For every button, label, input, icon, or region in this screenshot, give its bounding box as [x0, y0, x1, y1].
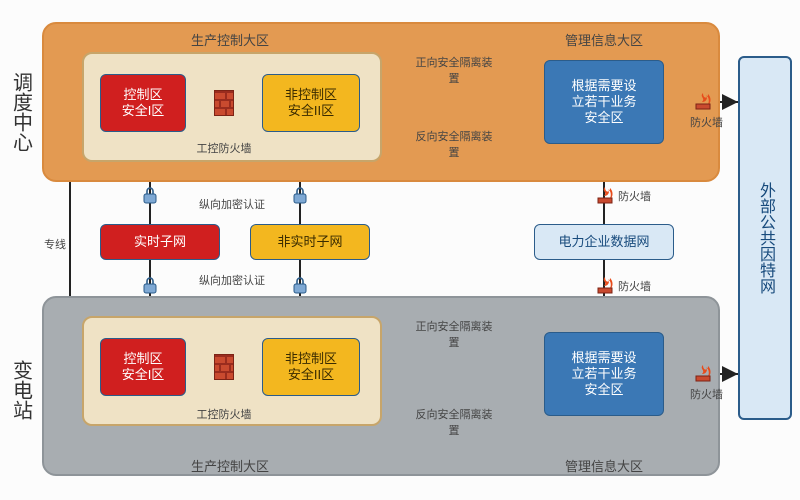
- bot-production-title: 生产控制大区: [191, 456, 269, 475]
- iso-rev-bot-label: 反向安全隔离装置: [414, 406, 494, 438]
- rt-net-label: 实时子网: [134, 234, 186, 250]
- dc-noncontrol-zone: 非控制区 安全II区: [262, 74, 360, 132]
- fw-r2-label: 防火墙: [618, 278, 651, 294]
- ent-net-label: 电力企业数据网: [558, 234, 649, 250]
- dc-mgmt-l3: 安全区: [584, 110, 623, 126]
- ss-control-l1: 控制区: [123, 351, 162, 367]
- firewall-brick-icon-top: [214, 90, 234, 116]
- iso-rev-top-label: 反向安全隔离装置: [414, 128, 494, 160]
- ss-noncontrol-zone: 非控制区 安全II区: [262, 338, 360, 396]
- ss-mgmt-l3: 安全区: [584, 382, 623, 398]
- realtime-subnet: 实时子网: [100, 224, 220, 260]
- public-internet: 外部公共因特网: [738, 56, 792, 420]
- dc-mgmt-l1: 根据需要设: [571, 78, 636, 94]
- firewall-icon-top-right: [596, 186, 614, 204]
- iso-fwd-bot-label: 正向安全隔离装置: [414, 318, 494, 350]
- firewall-icon-inet-top: [694, 92, 712, 110]
- dedicated-line-label: 专线: [44, 236, 66, 252]
- lock-icon-3: [142, 276, 158, 294]
- dc-nctrl-l2: 安全II区: [288, 103, 334, 119]
- lock-icon-4: [292, 276, 308, 294]
- dc-nctrl-l1: 非控制区: [285, 87, 337, 103]
- dc-control-zone: 控制区 安全I区: [100, 74, 186, 132]
- dc-control-l1: 控制区: [123, 87, 162, 103]
- ss-control-zone: 控制区 安全I区: [100, 338, 186, 396]
- ss-management-zone: 根据需要设 立若干业务 安全区: [544, 332, 664, 416]
- dc-mgmt-l2: 立若干业务: [571, 94, 636, 110]
- lock-icon-2: [292, 186, 308, 204]
- dc-control-l2: 安全I区: [122, 103, 165, 119]
- ss-mgmt-l1: 根据需要设: [571, 350, 636, 366]
- firewall-label-bot: 工控防火墙: [197, 406, 252, 422]
- top-production-title: 生产控制大区: [191, 30, 269, 49]
- firewall-icon-bot-right: [596, 276, 614, 294]
- nonrealtime-subnet: 非实时子网: [250, 224, 370, 260]
- nrt-net-label: 非实时子网: [277, 234, 342, 250]
- enterprise-data-net: 电力企业数据网: [534, 224, 674, 260]
- dispatch-center-label: 调度中心: [0, 52, 42, 172]
- dc-management-zone: 根据需要设 立若干业务 安全区: [544, 60, 664, 144]
- top-management-title: 管理信息大区: [565, 30, 643, 49]
- ss-nctrl-l2: 安全II区: [288, 367, 334, 383]
- auth-bot-label: 纵向加密认证: [199, 272, 265, 288]
- internet-label: 外部公共因特网: [753, 182, 777, 294]
- ss-control-l2: 安全I区: [122, 367, 165, 383]
- auth-top-label: 纵向加密认证: [199, 196, 265, 212]
- ss-mgmt-l2: 立若干业务: [571, 366, 636, 382]
- firewall-icon-inet-bot: [694, 364, 712, 382]
- firewall-label-top: 工控防火墙: [197, 140, 252, 156]
- lock-icon-1: [142, 186, 158, 204]
- substation-label: 变电站: [0, 330, 42, 450]
- fw-r1-label: 防火墙: [618, 188, 651, 204]
- iso-fwd-top-label: 正向安全隔离装置: [414, 54, 494, 86]
- fw-r3-label: 防火墙: [690, 114, 723, 130]
- bot-management-title: 管理信息大区: [565, 456, 643, 475]
- ss-nctrl-l1: 非控制区: [285, 351, 337, 367]
- fw-r4-label: 防火墙: [690, 386, 723, 402]
- firewall-brick-icon-bot: [214, 354, 234, 380]
